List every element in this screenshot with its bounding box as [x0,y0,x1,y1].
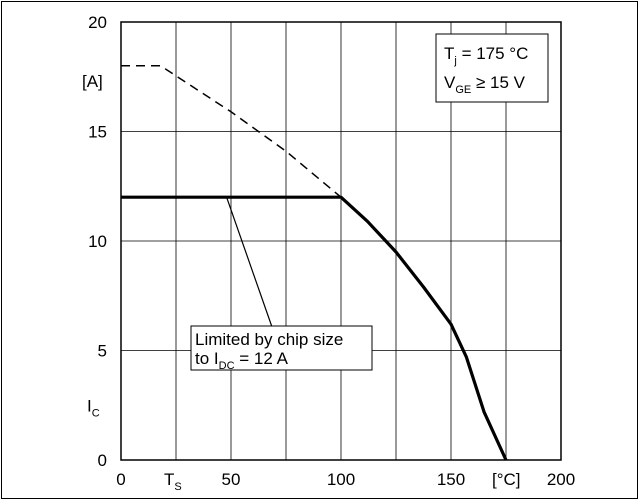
x-unit-label: [°C] [492,470,521,489]
y-tick-label: 20 [88,13,107,32]
x-ts-label: TS [164,470,182,493]
series-dashed [121,65,342,198]
x-tick-label: 100 [327,470,355,489]
y-axis-label: IC [87,396,100,419]
x-tick-label: 150 [437,470,465,489]
series-layer [121,65,508,461]
y-tick-label: 10 [88,232,107,251]
tick-labels: 0 50 100 150 200 0 5 10 15 20 [88,13,575,489]
conditions-box: Tj = 175 °C VGE ≥ 15 V [435,33,549,103]
y-tick-label: 0 [98,451,107,470]
annotation-line-2: to IDC = 12 A [195,349,289,372]
chip-limit-annotation: Limited by chip size to IDC = 12 A [190,197,373,372]
annotation-line-1: Limited by chip size [195,330,343,349]
x-tick-label: 200 [547,470,575,489]
condition-tj: Tj = 175 °C [444,44,528,67]
x-tick-label: 50 [222,470,241,489]
y-tick-label: 5 [98,342,107,361]
plot-area-border [120,21,562,461]
annotation-leader-line [226,197,273,328]
x-tick-label: 0 [116,470,125,489]
y-unit-label: [A] [82,72,103,91]
y-tick-label: 15 [88,123,107,142]
series-solid-thick [121,195,508,461]
condition-vge: VGE ≥ 15 V [444,73,526,96]
